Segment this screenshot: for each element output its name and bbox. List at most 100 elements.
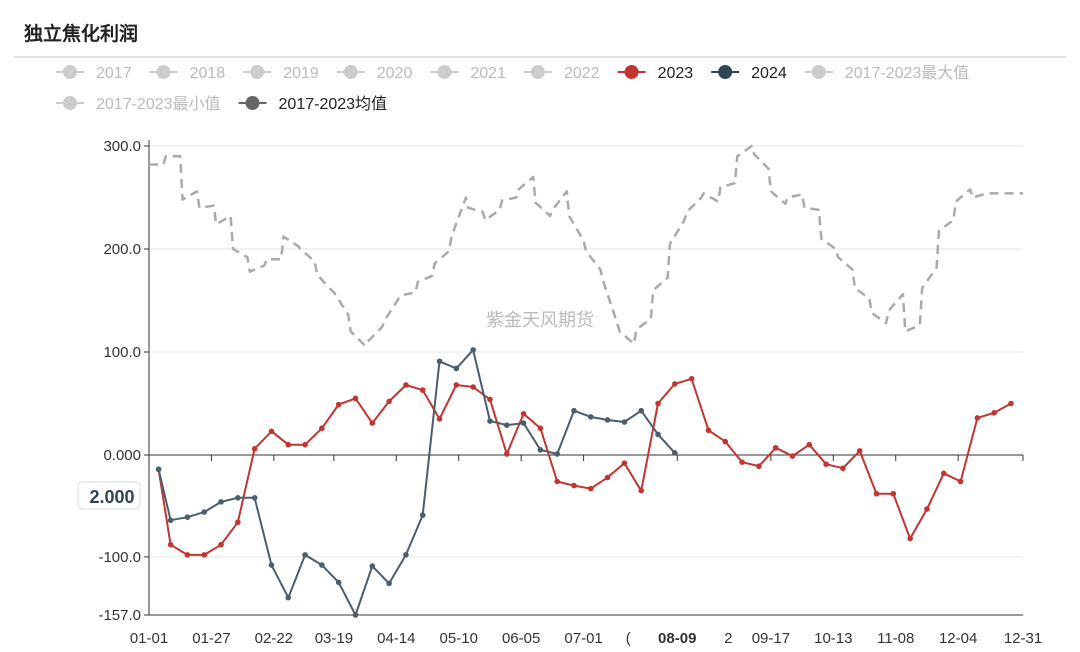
data-point-2023 bbox=[235, 519, 241, 526]
series-line-2017-2023最大值 bbox=[149, 144, 1023, 348]
data-point-2023 bbox=[319, 425, 325, 432]
data-point-2023 bbox=[856, 448, 863, 454]
data-point-2024 bbox=[487, 418, 493, 424]
legend-item[interactable]: 2020 bbox=[336, 65, 413, 82]
axis-pointer-y-label: 2.000 bbox=[89, 487, 134, 507]
data-point-2023 bbox=[1008, 400, 1014, 407]
legend-dot-icon bbox=[718, 65, 733, 79]
legend-label: 2023 bbox=[658, 65, 694, 82]
legend-label: 2024 bbox=[751, 65, 787, 82]
data-point-2024 bbox=[604, 417, 611, 423]
data-point-2023 bbox=[436, 416, 443, 422]
y-tick-label: -157.0 bbox=[98, 607, 141, 624]
data-point-2023 bbox=[974, 415, 981, 421]
data-point-2023 bbox=[705, 427, 712, 434]
data-point-2023 bbox=[722, 438, 729, 445]
data-point-2023 bbox=[218, 541, 224, 548]
x-tick-label: 12-31 bbox=[1004, 630, 1042, 647]
legend-item[interactable]: 2017-2023均值 bbox=[238, 95, 388, 113]
data-point-2024 bbox=[319, 562, 325, 568]
x-tick-label: 04-14 bbox=[377, 630, 415, 647]
data-point-2023 bbox=[201, 552, 208, 558]
x-tick-label: 10-13 bbox=[814, 630, 852, 647]
data-point-2024 bbox=[218, 499, 224, 505]
data-point-2023 bbox=[588, 485, 594, 492]
data-point-2024 bbox=[503, 422, 510, 428]
legend-item[interactable]: 2017-2023最大值 bbox=[804, 64, 970, 82]
legend-item[interactable]: 2024 bbox=[711, 65, 787, 82]
series-line-2024 bbox=[157, 348, 676, 616]
legend-item[interactable]: 2018 bbox=[149, 65, 226, 82]
data-point-2024 bbox=[268, 562, 275, 568]
legend[interactable]: 2017 2018 2019 2020 2021 2022 2023 2024 2017-202… bbox=[56, 64, 969, 113]
data-point-2024 bbox=[155, 466, 162, 473]
legend-item[interactable]: 2019 bbox=[243, 65, 319, 82]
data-point-2023 bbox=[840, 465, 846, 472]
data-point-2023 bbox=[907, 535, 913, 542]
legend-label: 2020 bbox=[377, 65, 413, 82]
data-point-2024 bbox=[621, 419, 628, 425]
data-point-2024 bbox=[655, 431, 661, 438]
data-point-2023 bbox=[638, 487, 645, 494]
data-point-2024 bbox=[436, 358, 443, 365]
data-point-2024 bbox=[470, 347, 476, 353]
data-point-2024 bbox=[537, 447, 544, 453]
x-tick-label-partial: ( bbox=[626, 630, 631, 647]
data-point-2023 bbox=[789, 453, 796, 459]
data-point-2024 bbox=[571, 407, 577, 414]
data-point-2024 bbox=[554, 451, 560, 457]
data-point-2024 bbox=[453, 365, 460, 372]
data-point-2023 bbox=[268, 428, 275, 435]
data-point-2023 bbox=[621, 460, 628, 466]
legend-item[interactable]: 2017 bbox=[56, 65, 132, 82]
x-tick-label: 01-27 bbox=[192, 630, 230, 647]
data-point-2023 bbox=[520, 411, 527, 417]
legend-item[interactable]: 2017-2023最小值 bbox=[56, 95, 221, 113]
axis-pointer-y-box bbox=[77, 481, 141, 510]
data-point-2024 bbox=[403, 552, 409, 558]
data-point-2024 bbox=[419, 512, 426, 518]
data-point-2023 bbox=[251, 446, 258, 452]
data-point-2023 bbox=[470, 384, 476, 390]
data-point-2024 bbox=[335, 579, 342, 586]
data-point-2023 bbox=[386, 398, 392, 405]
legend-dot-icon bbox=[250, 65, 265, 79]
data-point-2023 bbox=[419, 387, 426, 393]
legend-item[interactable]: 2021 bbox=[430, 65, 506, 82]
legend-dot-icon bbox=[63, 65, 77, 79]
data-point-2023 bbox=[503, 451, 510, 457]
y-tick-label: 0.000 bbox=[103, 447, 141, 464]
y-tick-label: 200.0 bbox=[103, 241, 141, 258]
data-point-2023 bbox=[285, 441, 292, 448]
legend-label: 2019 bbox=[283, 65, 319, 82]
legend-item[interactable]: 2023 bbox=[617, 65, 694, 82]
data-point-2024 bbox=[201, 509, 208, 515]
data-point-2024 bbox=[285, 594, 292, 601]
x-tick-label: 01-01 bbox=[130, 630, 168, 647]
legend-label: 2017-2023最小值 bbox=[96, 95, 221, 113]
x-tick-label: 12-04 bbox=[939, 630, 977, 647]
data-point-2023 bbox=[991, 409, 997, 416]
data-point-2023 bbox=[873, 490, 880, 497]
data-point-2023 bbox=[688, 375, 695, 382]
x-tick-label: 03-19 bbox=[315, 630, 353, 647]
x-tick-label: 07-01 bbox=[564, 630, 602, 647]
legend-label: 2021 bbox=[470, 65, 506, 82]
legend-dot-icon bbox=[624, 65, 639, 79]
data-point-2024 bbox=[184, 514, 191, 520]
data-point-2023 bbox=[739, 459, 745, 465]
data-point-2023 bbox=[655, 400, 661, 407]
data-point-2023 bbox=[302, 441, 308, 448]
x-tick-label: 06-05 bbox=[502, 630, 540, 647]
axis-pointer: 2.000 bbox=[77, 481, 141, 510]
data-point-2023 bbox=[940, 470, 947, 477]
data-point-2024 bbox=[520, 420, 527, 426]
x-tick-label: 11-08 bbox=[877, 630, 914, 647]
data-point-2024 bbox=[251, 495, 258, 501]
legend-item[interactable]: 2022 bbox=[523, 65, 600, 82]
data-point-2023 bbox=[823, 461, 829, 467]
legend-dot-icon bbox=[530, 65, 545, 79]
legend-dot-icon bbox=[156, 65, 171, 79]
data-point-2023 bbox=[924, 506, 930, 512]
chart-title: 独立焦化利润 bbox=[24, 22, 138, 45]
